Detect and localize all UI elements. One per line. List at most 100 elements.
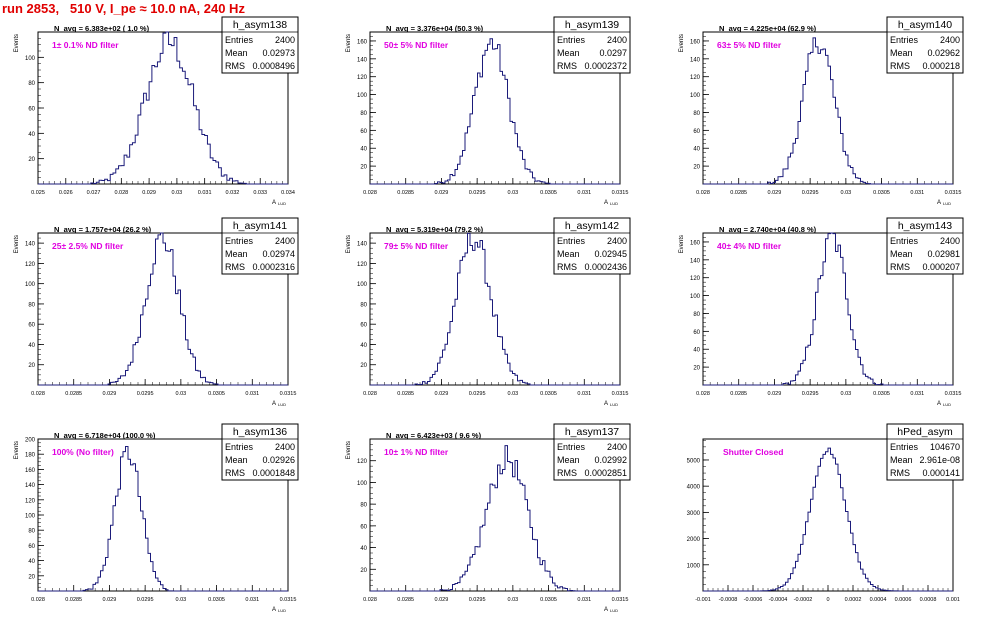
n-avg-label: N_avg = 5.319e+04 (79.2 %)	[386, 225, 484, 234]
x-tick-label: 0.0315	[612, 597, 629, 603]
stats-value: 2400	[940, 236, 960, 246]
y-tick-label: 2000	[687, 537, 701, 543]
filter-label: 10± 1% ND filter	[384, 447, 449, 457]
x-tick-label: 0.029	[142, 190, 156, 196]
x-tick-label: 0.03	[840, 391, 851, 397]
y-tick-label: 60	[28, 107, 35, 113]
y-tick-label: 140	[357, 242, 368, 248]
x-tick-label: 0.0305	[208, 391, 225, 397]
stats-key: RMS	[225, 61, 245, 71]
stats-key: Mean	[890, 48, 913, 58]
stats-box	[886, 16, 964, 74]
histogram-line	[703, 37, 953, 185]
x-tick-label: 0.0002	[845, 597, 862, 603]
stats-value: 0.02962	[927, 48, 960, 58]
stats-value: 2400	[607, 236, 627, 246]
y-tick-label: 100	[357, 93, 368, 99]
x-tick-label: 0.026	[59, 190, 73, 196]
y-tick-label: 40	[360, 343, 367, 349]
histogram-panel-h_asym141: 20 40 60 80 100 120 140 0.028 0.0285 0.029 0.0295 0…	[14, 217, 299, 407]
stats-key: RMS	[557, 262, 577, 272]
y-axis-label: Events	[346, 235, 352, 253]
filter-label: 1± 0.1% ND filter	[52, 40, 119, 50]
stats-key: Entries	[225, 236, 254, 246]
x-axis-label-sub: LUD	[943, 402, 951, 407]
y-tick-label: 40	[360, 147, 367, 153]
x-tick-label: 0.031	[245, 391, 259, 397]
x-tick-label: -0.0004	[769, 597, 788, 603]
x-tick-label: 0.03	[840, 190, 851, 196]
x-tick-label: 0.03	[507, 190, 518, 196]
histogram-panel-h_asym142: 20 40 60 80 100 120 140 0.028 0.0285 0.029 0.0295 0…	[346, 217, 631, 407]
y-tick-label: 80	[360, 111, 367, 117]
x-tick-label: 0.0285	[397, 190, 414, 196]
x-tick-label: 0.0295	[469, 391, 486, 397]
histogram-panel-h_asym143: 20 40 60 80 100 120 140 160 0.028 0.0285 0.029 0.02…	[679, 217, 964, 407]
stats-key: Entries	[557, 35, 586, 45]
x-tick-label: 0.028	[696, 391, 710, 397]
y-tick-label: 60	[693, 129, 700, 135]
stats-value: 0.000207	[922, 262, 960, 272]
histogram-line	[370, 445, 620, 592]
y-tick-label: 140	[690, 57, 701, 63]
y-tick-label: 20	[693, 165, 700, 171]
stats-box	[221, 217, 299, 275]
stats-value: 2400	[607, 442, 627, 452]
y-tick-label: 120	[690, 276, 701, 282]
y-tick-label: 20	[28, 157, 35, 163]
y-tick-label: 60	[360, 129, 367, 135]
stats-value: 0.02992	[594, 455, 627, 465]
x-tick-label: 0.0315	[280, 391, 297, 397]
y-tick-label: 140	[25, 483, 36, 489]
x-axis-label: A	[272, 200, 276, 206]
y-tick-label: 20	[693, 366, 700, 372]
y-tick-label: 20	[28, 574, 35, 580]
x-tick-label: -0.0002	[794, 597, 813, 603]
stats-key: Entries	[225, 442, 254, 452]
x-tick-label: 0.0285	[397, 597, 414, 603]
x-tick-label: 0.001	[946, 597, 960, 603]
x-axis-label: A	[937, 401, 941, 407]
x-tick-label: -0.001	[695, 597, 711, 603]
stats-key: RMS	[890, 61, 910, 71]
y-tick-label: 120	[357, 262, 368, 268]
y-tick-label: 40	[693, 147, 700, 153]
stats-key: Mean	[225, 455, 248, 465]
stats-key: RMS	[225, 262, 245, 272]
stats-value: 2400	[940, 35, 960, 45]
stats-value: 0.0002436	[584, 262, 627, 272]
x-tick-label: 0.028	[31, 391, 45, 397]
x-tick-label: 0.025	[31, 190, 45, 196]
y-tick-label: 100	[25, 282, 36, 288]
stats-value: 0.02974	[262, 249, 295, 259]
histogram-line	[38, 232, 288, 386]
x-tick-label: 0.029	[435, 391, 449, 397]
y-tick-label: 60	[28, 544, 35, 550]
x-tick-label: 0.0305	[873, 391, 890, 397]
y-tick-label: 60	[360, 524, 367, 530]
x-tick-label: -0.0006	[744, 597, 763, 603]
x-axis-label-sub: LUD	[278, 201, 286, 206]
y-tick-label: 100	[690, 294, 701, 300]
x-tick-label: 0.0285	[65, 391, 82, 397]
stats-value: 0.000141	[922, 468, 960, 478]
stats-key: Mean	[890, 455, 913, 465]
x-axis-label-sub: LUD	[610, 608, 618, 613]
y-tick-label: 3000	[687, 511, 701, 517]
stats-box	[221, 423, 299, 481]
stats-key: Mean	[890, 249, 913, 259]
x-tick-label: 0.031	[910, 391, 924, 397]
y-tick-label: 160	[690, 240, 701, 246]
x-tick-label: 0.0285	[730, 391, 747, 397]
x-tick-label: 0.032	[226, 190, 240, 196]
histogram-line	[370, 38, 620, 185]
y-axis-label: Events	[14, 34, 20, 52]
x-tick-label: 0.0315	[945, 391, 962, 397]
y-tick-label: 100	[357, 481, 368, 487]
stats-value: 0.000218	[922, 61, 960, 71]
filter-label: 100% (No filter)	[52, 447, 114, 457]
x-tick-label: -0.0008	[719, 597, 738, 603]
run-title: run 2853, 510 V, I_pe ≈ 10.0 nA, 240 Hz	[2, 1, 245, 16]
x-tick-label: 0.029	[103, 597, 117, 603]
stats-value: 0.0001848	[252, 468, 295, 478]
